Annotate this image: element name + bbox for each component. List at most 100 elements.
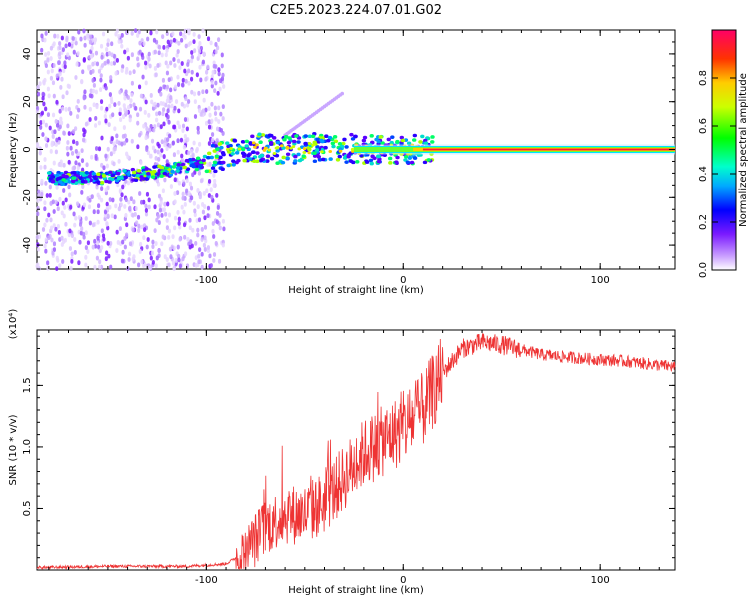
noise-blob [167, 262, 171, 268]
noise-blob [80, 158, 85, 164]
noise-blob [177, 216, 181, 222]
ridge-blob [152, 165, 157, 169]
noise-blob [120, 258, 125, 264]
ridge-blob [335, 157, 341, 162]
noise-blob [120, 32, 124, 38]
noise-blob [197, 52, 201, 58]
noise-blob [210, 132, 215, 137]
noise-blob [176, 58, 181, 64]
noise-blob [186, 236, 190, 242]
ridge-blob [96, 180, 101, 184]
noise-blob [69, 111, 73, 116]
noise-blob [170, 244, 174, 250]
noise-blob [127, 257, 131, 262]
noise-blob [149, 30, 153, 36]
noise-blob [81, 231, 86, 237]
ridge-blob [337, 154, 342, 159]
noise-blob [86, 249, 90, 254]
ridge-hotspot [251, 141, 256, 145]
noise-blob [77, 151, 81, 157]
noise-blob [105, 205, 109, 211]
noise-blob [78, 239, 82, 245]
noise-blob [176, 244, 180, 250]
noise-blob [99, 87, 103, 93]
noise-blob [67, 42, 72, 47]
ridge-blob [258, 140, 263, 145]
noise-blob [218, 213, 222, 218]
noise-blob [198, 194, 202, 200]
noise-blob [142, 235, 146, 240]
noise-blob [177, 253, 181, 259]
ridge-blob [426, 158, 431, 162]
noise-blob [118, 189, 122, 194]
ridge-blob [282, 137, 287, 142]
noise-blob [106, 59, 110, 64]
noise-blob [44, 63, 48, 69]
noise-blob [97, 146, 102, 152]
noise-blob [182, 144, 186, 150]
noise-blob [216, 37, 221, 43]
noise-blob [43, 157, 47, 162]
noise-blob [47, 235, 51, 241]
noise-blob [95, 61, 100, 67]
ridge-blob [287, 136, 292, 140]
noise-blob [191, 227, 195, 233]
noise-blob [212, 234, 216, 239]
noise-blob [153, 66, 158, 71]
noise-blob [217, 119, 221, 124]
ridge-blob [202, 154, 208, 159]
ridge-blob [50, 179, 56, 184]
noise-blob [163, 177, 167, 183]
noise-blob [106, 146, 110, 152]
noise-blob [201, 209, 206, 215]
spectrogram-heat-layer [35, 28, 675, 272]
noise-blob [173, 63, 177, 68]
noise-blob [193, 114, 198, 119]
noise-blob [211, 221, 215, 226]
noise-blob [182, 181, 186, 187]
noise-blob [109, 75, 113, 80]
noise-blob [203, 235, 207, 241]
noise-blob [124, 197, 128, 203]
noise-blob [52, 241, 57, 247]
noise-blob [161, 34, 165, 40]
noise-blob [43, 200, 47, 206]
noise-blob [183, 134, 187, 139]
noise-blob [35, 234, 39, 240]
noise-blob [139, 160, 143, 166]
noise-blob [218, 225, 222, 231]
noise-blob [109, 61, 114, 67]
ridge-blob [395, 139, 400, 144]
noise-blob [109, 264, 113, 270]
spectrogram-panel: -100 0 100 -40 -20 0 20 40 Height of straight l… [8, 28, 676, 296]
noise-blob [187, 68, 191, 74]
noise-blob [197, 34, 201, 39]
noise-blob [202, 190, 206, 196]
noise-blob [97, 68, 102, 74]
noise-blob [177, 220, 181, 226]
noise-blob [115, 229, 119, 235]
y-tick-label: 40 [22, 48, 33, 61]
noise-blob [209, 40, 213, 46]
noise-blob [125, 47, 130, 53]
noise-blob [207, 178, 212, 184]
noise-blob [177, 257, 181, 263]
noise-blob [110, 136, 114, 141]
ridge-blob [430, 135, 435, 139]
ridge-hotspot [275, 145, 280, 149]
noise-blob [104, 256, 108, 262]
noise-blob [44, 180, 48, 186]
noise-blob [124, 69, 129, 75]
noise-blob [151, 239, 155, 245]
noise-blob [61, 200, 65, 206]
noise-blob [162, 45, 166, 50]
noise-blob [40, 192, 44, 197]
noise-blob [181, 195, 185, 201]
noise-blob [88, 220, 92, 226]
noise-blob [198, 247, 202, 253]
noise-blob [52, 209, 56, 214]
noise-blob [207, 119, 211, 125]
noise-blob [58, 108, 62, 114]
noise-blob [149, 93, 153, 98]
ridge-blob [328, 157, 333, 161]
